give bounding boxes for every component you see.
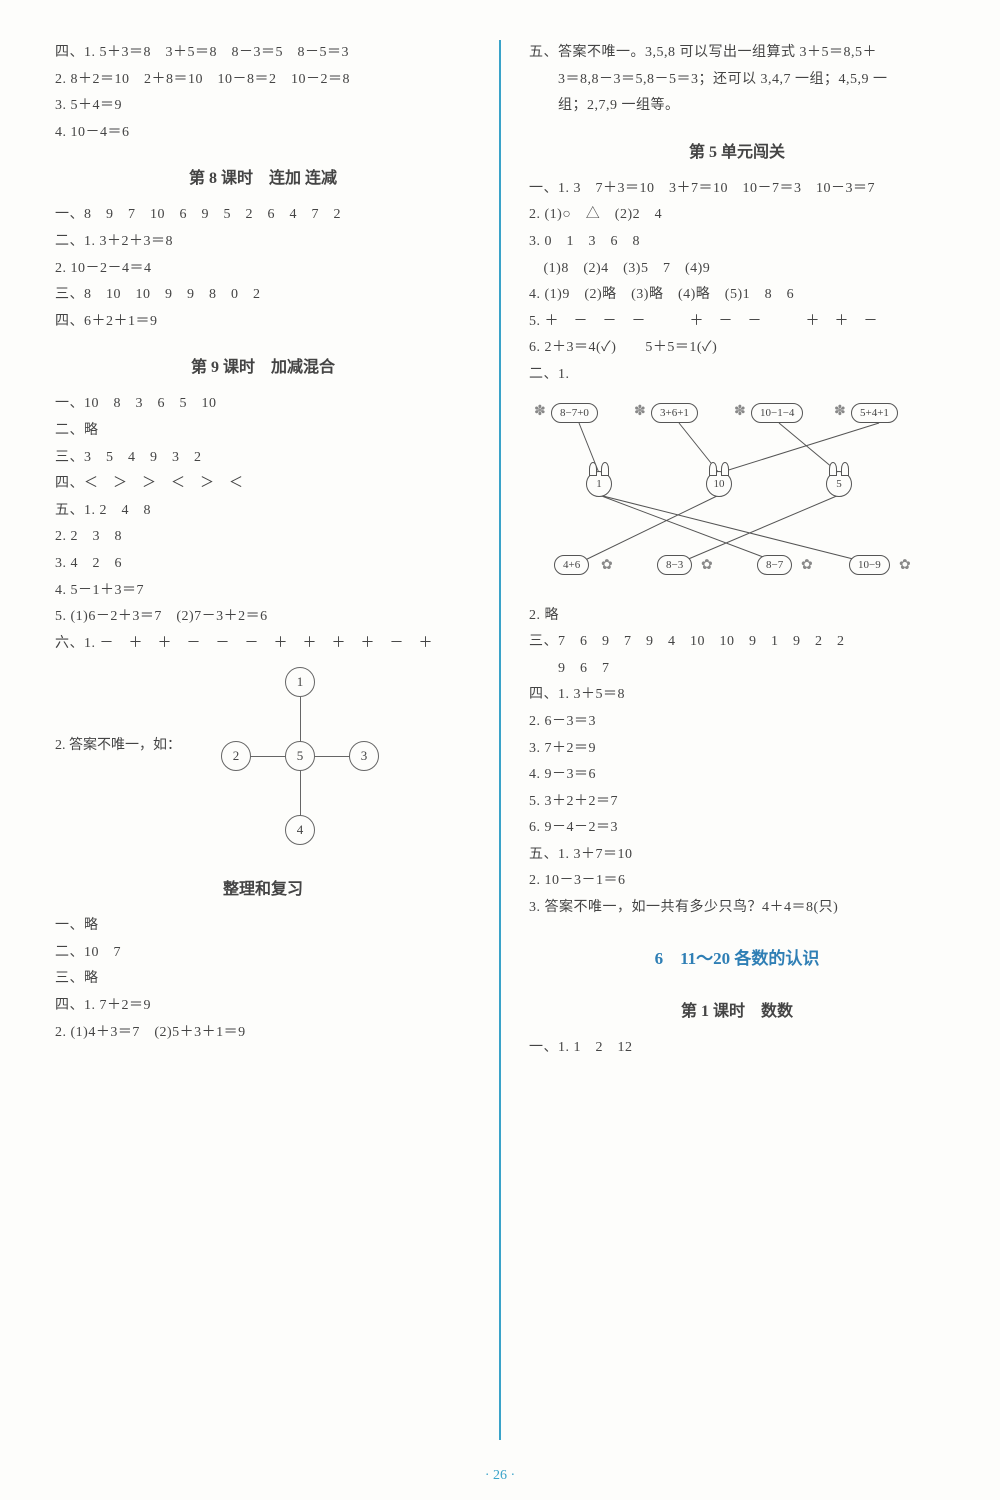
text-line: 2. 6－3＝3 <box>529 709 945 736</box>
text-line: 2. 略 <box>529 603 945 630</box>
text-line: 二、10 7 <box>55 940 471 967</box>
text-line: 三、略 <box>55 966 471 993</box>
expr-bubble: 3+6+1 <box>651 403 698 423</box>
rabbit-node: 10 <box>706 471 732 497</box>
expr-bubble: 8−7 <box>757 555 792 575</box>
flower-icon: ✿ <box>701 557 717 573</box>
node-right: 3 <box>349 741 379 771</box>
text-line: 2. 10－2－4＝4 <box>55 256 471 283</box>
column-divider <box>499 40 501 1440</box>
lesson-heading-9: 第 9 课时 加减混合 <box>55 353 471 377</box>
text-line: 6. 9－4－2＝3 <box>529 815 945 842</box>
text-line: 2. 2 3 8 <box>55 524 471 551</box>
node-center: 5 <box>285 741 315 771</box>
text-line: 5. (1)6－2＋3＝7 (2)7－3＋2＝6 <box>55 604 471 631</box>
text-line: 二、1. 3＋2＋3＝8 <box>55 229 471 256</box>
butterfly-icon: ✽ <box>734 403 750 419</box>
node-top: 1 <box>285 667 315 697</box>
text-line: 3. 答案不唯一，如一共有多少只鸟？4＋4＝8(只) <box>529 895 945 922</box>
text-line: 六、1. － ＋ ＋ － － － ＋ ＋ ＋ ＋ － ＋ <box>55 631 471 658</box>
text-line: 四、1. 5＋3＝8 3＋5＝8 8－3＝5 8－5＝3 <box>55 40 471 67</box>
text-line: 2. (1)4＋3＝7 (2)5＋3＋1＝9 <box>55 1020 471 1047</box>
text-line: 三、3 5 4 9 3 2 <box>55 445 471 472</box>
text-line: 4. 9－3＝6 <box>529 762 945 789</box>
expr-bubble: 4+6 <box>554 555 589 575</box>
node-bottom: 4 <box>285 815 315 845</box>
text-line: 3. 4 2 6 <box>55 551 471 578</box>
text-line: 6. 2＋3＝4(✓) 5＋5＝1(✓) <box>529 335 945 362</box>
text-line: 3＝8,8－3＝5,8－5＝3；还可以 3,4,7 一组；4,5,9 一 <box>529 67 945 94</box>
text-line: 二、略 <box>55 418 471 445</box>
matching-diagram: ✽ ✽ ✽ ✽ 8−7+0 3+6+1 10−1−4 5+4+1 1 10 5 … <box>529 395 929 595</box>
flower-icon: ✿ <box>899 557 915 573</box>
text-line: 一、1. 3 7＋3＝10 3＋7＝10 10－7＝3 10－3＝7 <box>529 176 945 203</box>
node-left: 2 <box>221 741 251 771</box>
unit-heading-5: 第 5 单元闯关 <box>529 138 945 162</box>
text-line: 4. (1)9 (2)略 (3)略 (4)略 (5)1 8 6 <box>529 282 945 309</box>
text-line: 一、略 <box>55 913 471 940</box>
expr-bubble: 8−3 <box>657 555 692 575</box>
cross-diagram-row: 2. 答案不唯一，如： 1 2 5 3 4 <box>55 657 471 857</box>
text-line: 3. 0 1 3 6 8 <box>529 229 945 256</box>
rabbit-node: 5 <box>826 471 852 497</box>
text-line: 四、1. 3＋5＝8 <box>529 682 945 709</box>
chapter-heading-6: 6 11～20 各数的认识 <box>529 944 945 969</box>
text-line: 4. 10－4＝6 <box>55 120 471 147</box>
text-line: 五、1. 3＋7＝10 <box>529 842 945 869</box>
text-line: 组；2,7,9 一组等。 <box>529 93 945 120</box>
butterfly-icon: ✽ <box>634 403 650 419</box>
page-columns: 四、1. 5＋3＝8 3＋5＝8 8－3＝5 8－5＝3 2. 8＋2＝10 2… <box>55 40 945 1440</box>
expr-bubble: 10−1−4 <box>751 403 803 423</box>
text-line: 三、8 10 10 9 9 8 0 2 <box>55 282 471 309</box>
text-line: 五、1. 2 4 8 <box>55 498 471 525</box>
text-line: 2. 8＋2＝10 2＋8＝10 10－8＝2 10－2＝8 <box>55 67 471 94</box>
left-column: 四、1. 5＋3＝8 3＋5＝8 8－3＝5 8－5＝3 2. 8＋2＝10 2… <box>55 40 471 1440</box>
right-column: 五、答案不唯一。3,5,8 可以写出一组算式 3＋5＝8,5＋ 3＝8,8－3＝… <box>529 40 945 1440</box>
text-line: 四、6＋2＋1＝9 <box>55 309 471 336</box>
flower-icon: ✿ <box>801 557 817 573</box>
text-line: 一、8 9 7 10 6 9 5 2 6 4 7 2 <box>55 202 471 229</box>
expr-bubble: 5+4+1 <box>851 403 898 423</box>
text-line: 四、＜ ＞ ＞ ＜ ＞ ＜ <box>55 471 471 498</box>
lesson-heading-8: 第 8 课时 连加 连减 <box>55 164 471 188</box>
butterfly-icon: ✽ <box>534 403 550 419</box>
lesson-heading-1: 第 1 课时 数数 <box>529 997 945 1021</box>
rabbit-node: 1 <box>586 471 612 497</box>
text-line: 3. 5＋4＝9 <box>55 93 471 120</box>
text-line: 4. 5－1＋3＝7 <box>55 578 471 605</box>
text-line: 5. 3＋2＋2＝7 <box>529 789 945 816</box>
text-line: 四、1. 7＋2＝9 <box>55 993 471 1020</box>
text-line: 五、答案不唯一。3,5,8 可以写出一组算式 3＋5＝8,5＋ <box>529 40 945 67</box>
text-line: 2. (1)○ △ (2)2 4 <box>529 202 945 229</box>
text-line: 2. 答案不唯一，如： <box>55 657 181 857</box>
text-line: 5. ＋ － － － ＋ － － ＋ ＋ － <box>529 309 945 336</box>
text-line: 一、10 8 3 6 5 10 <box>55 391 471 418</box>
flower-icon: ✿ <box>601 557 617 573</box>
text-line: 一、1. 1 2 12 <box>529 1035 945 1062</box>
expr-bubble: 10−9 <box>849 555 890 575</box>
text-line: 三、7 6 9 7 9 4 10 10 9 1 9 2 2 <box>529 629 945 656</box>
page-number: · 26 · <box>485 1468 515 1484</box>
text-line: 3. 7＋2＝9 <box>529 736 945 763</box>
text-line: (1)8 (2)4 (3)5 7 (4)9 <box>529 256 945 283</box>
review-heading: 整理和复习 <box>55 875 471 899</box>
expr-bubble: 8−7+0 <box>551 403 598 423</box>
text-line: 2. 10－3－1＝6 <box>529 868 945 895</box>
text-line: 二、1. <box>529 362 945 389</box>
cross-diagram: 1 2 5 3 4 <box>221 667 381 847</box>
text-line: 9 6 7 <box>529 656 945 683</box>
butterfly-icon: ✽ <box>834 403 850 419</box>
